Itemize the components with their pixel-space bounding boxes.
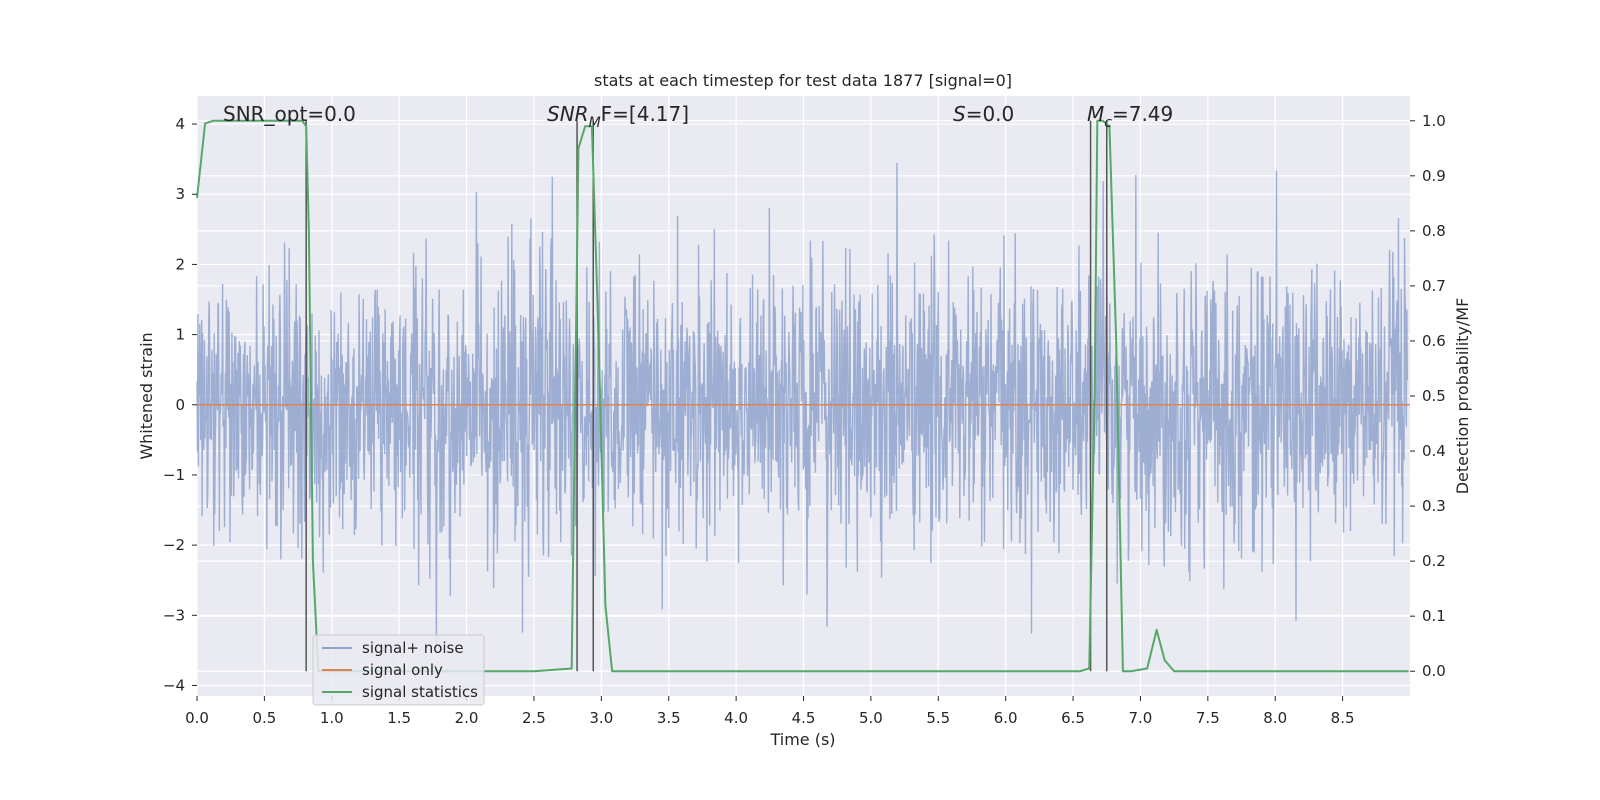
x-axis-ticks: 0.0 0.5 1.0 1.5 2.0 2.5 3.0 3.5 4.0 4.5 5.0 5.5 6.0 6…	[185, 696, 1355, 727]
y-tick-label: −1	[163, 466, 185, 484]
y-tick-label: −4	[163, 676, 185, 694]
legend-label-signal-statistics: signal statistics	[362, 683, 478, 701]
snr-mf-tail: F=[4.17]	[601, 102, 689, 126]
s-annotation: S=0.0	[953, 102, 1014, 126]
y2-tick-label: 0.7	[1422, 277, 1446, 295]
y-tick-label: 3	[175, 185, 185, 203]
mc-sub: c	[1104, 115, 1112, 131]
snr-mf-main: SNR	[547, 102, 589, 126]
x-tick-label: 8.0	[1263, 709, 1287, 727]
y2-tick-label: 0.9	[1422, 167, 1446, 185]
x-tick-label: 7.0	[1129, 709, 1153, 727]
x-tick-label: 1.0	[320, 709, 344, 727]
signal-noise-series	[196, 162, 1408, 649]
x-tick-label: 2.5	[522, 709, 546, 727]
signal-statistics-line	[196, 119, 1409, 673]
y-axis-ticks: 4 3 2 1 0 −1 −2 −3 −4	[163, 115, 197, 694]
snr-mf-sub: M	[589, 115, 601, 131]
y-tick-label: −3	[163, 606, 185, 624]
x-tick-label: 6.0	[994, 709, 1018, 727]
y-tick-label: 0	[175, 396, 185, 414]
y2-tick-label: 1.0	[1422, 112, 1446, 130]
signal-statistics-series	[196, 119, 1409, 673]
y2-tick-label: 0.2	[1422, 552, 1446, 570]
snr-opt-annotation: SNR_opt=0.0	[223, 102, 356, 126]
x-tick-label: 4.5	[792, 709, 816, 727]
y2-tick-label: 0.3	[1422, 497, 1446, 515]
x-tick-label: 1.5	[387, 709, 411, 727]
y-tick-label: 4	[175, 115, 185, 133]
x-tick-label: 8.5	[1331, 709, 1355, 727]
x-tick-label: 4.0	[724, 709, 748, 727]
y2-tick-label: 0.0	[1422, 662, 1446, 680]
x-tick-label: 3.5	[657, 709, 681, 727]
snr-mf-annotation: SNRMF=[4.17]	[547, 102, 689, 131]
legend-label-signal-only: signal only	[362, 661, 443, 679]
s-tail: =0.0	[966, 102, 1015, 126]
y2-tick-label: 0.4	[1422, 442, 1446, 460]
y2-tick-label: 0.6	[1422, 332, 1446, 350]
y2-axis-ticks: 1.0 0.9 0.8 0.7 0.6 0.5 0.4 0.3 0.2 0.1 0.0	[1410, 112, 1446, 680]
x-tick-label: 2.0	[455, 709, 479, 727]
x-tick-label: 0.0	[185, 709, 209, 727]
x-tick-label: 7.5	[1196, 709, 1220, 727]
x-tick-label: 5.0	[859, 709, 883, 727]
chart-title: stats at each timestep for test data 187…	[594, 71, 1012, 90]
y2-tick-label: 0.1	[1422, 607, 1446, 625]
y2-axis-label: Detection probability/MF	[1453, 298, 1472, 495]
mc-main: M	[1087, 102, 1104, 126]
x-tick-label: 5.5	[926, 709, 950, 727]
x-tick-label: 3.0	[589, 709, 613, 727]
legend-label-signal-noise: signal+ noise	[362, 639, 464, 657]
legend: signal+ noise signal only signal statist…	[312, 634, 485, 706]
y2-tick-label: 0.5	[1422, 387, 1446, 405]
s-main: S	[953, 102, 966, 126]
y-axis-label: Whitened strain	[137, 332, 156, 459]
legend-box	[312, 634, 485, 706]
y2-tick-label: 0.8	[1422, 222, 1446, 240]
signal-noise-line	[196, 162, 1408, 649]
mc-tail: =7.49	[1112, 102, 1173, 126]
y-tick-label: 2	[175, 255, 185, 273]
x-tick-label: 0.5	[252, 709, 276, 727]
y-tick-label: 1	[175, 326, 185, 344]
mc-annotation: Mc=7.49	[1087, 102, 1173, 131]
y-tick-label: −2	[163, 536, 185, 554]
x-axis-label: Time (s)	[769, 730, 835, 749]
x-tick-label: 6.5	[1061, 709, 1085, 727]
